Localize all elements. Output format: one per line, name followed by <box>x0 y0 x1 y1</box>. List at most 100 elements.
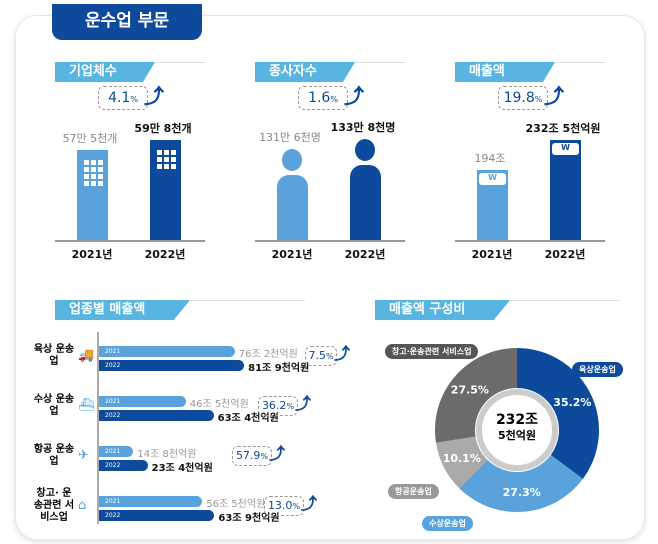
building-icon <box>84 160 103 186</box>
divider <box>555 62 605 63</box>
bar-value-label: 14조 8천억원 <box>137 449 197 460</box>
bar-value-label: 232조 5천억원 <box>525 122 601 135</box>
year-label: 2021년 <box>271 248 313 261</box>
bar-value-label: 131만 6천명 <box>259 131 321 144</box>
won-icon: W <box>479 173 506 185</box>
change-badge: 36.2% <box>258 396 298 416</box>
section-header-by-industry: 업종별 매출액 <box>55 300 190 320</box>
year-label: 2021년 <box>71 248 113 261</box>
bar-value-label: 63조 9천억원 <box>218 513 280 524</box>
baseline <box>55 240 205 242</box>
bar-2021: 2021 <box>99 446 134 457</box>
bar-value-label: 133만 8천명 <box>330 121 396 134</box>
bar-value-label: 23조 4천억원 <box>151 463 213 474</box>
bar-2022: 2022 <box>99 510 215 521</box>
change-unit: % <box>260 452 269 461</box>
divider <box>190 300 305 301</box>
donut-slice <box>435 348 517 443</box>
donut-slice <box>517 348 599 479</box>
change-badge: 19.8% <box>498 86 548 110</box>
category-label: 창고· 운송관련 서비스업 <box>33 488 75 523</box>
bar-2021년 <box>77 150 108 240</box>
donut-chart: 35.2% 27.3% 10.1% 27.5% <box>435 348 599 512</box>
change-unit: % <box>286 402 295 411</box>
bar-2022년 <box>350 165 381 240</box>
change-unit: % <box>130 95 138 104</box>
truck-icon: 🚚 <box>78 348 95 363</box>
bar-2021: 2021 <box>99 496 203 507</box>
up-arrow-icon: ⤴ <box>544 84 564 108</box>
bar-2021: 2021 <box>99 346 235 357</box>
up-arrow-icon: ⤴ <box>344 84 364 108</box>
page-title: 운수업 부문 <box>52 4 202 40</box>
person-icon <box>355 139 375 161</box>
up-arrow-icon: ⤴ <box>295 394 312 413</box>
divider <box>155 62 205 63</box>
slice-label: 27.3% <box>503 486 541 499</box>
bar-value-label: 59만 8천개 <box>134 122 192 135</box>
up-arrow-icon: ⤴ <box>269 444 286 463</box>
up-arrow-icon: ⤴ <box>301 494 318 513</box>
callout-air: 항공운송업 <box>388 484 439 499</box>
change-value: 36.2 <box>261 399 287 412</box>
slice-label: 10.1% <box>443 452 481 465</box>
warehouse-icon: ⌂ <box>78 498 87 513</box>
section-header-1: 종사자수 <box>255 62 355 82</box>
donut-center-value: 232조 <box>495 412 539 428</box>
year-label: 2021년 <box>471 248 513 261</box>
bar-value-label: 63조 4천억원 <box>217 413 279 424</box>
donut-center-label: 232조 5천억원 <box>480 412 554 444</box>
won-icon: W <box>552 143 579 155</box>
category-label: 수상 운송업 <box>33 394 75 417</box>
bar-2021년 <box>277 175 308 240</box>
slice-label: 27.5% <box>451 384 489 397</box>
change-value: 4.1 <box>108 90 131 106</box>
airplane-icon: ✈ <box>78 448 89 463</box>
change-badge: 57.9% <box>232 446 272 466</box>
category-label: 육상 운송업 <box>33 344 75 367</box>
bar-2022: 2022 <box>99 460 148 471</box>
callout-water: 수상운송업 <box>422 516 473 531</box>
year-label: 2022년 <box>544 248 586 261</box>
axis-line <box>97 332 99 524</box>
panel-card <box>15 15 645 540</box>
change-unit: % <box>292 502 301 511</box>
donut-slice <box>435 436 488 489</box>
change-value: 13.0 <box>267 499 293 512</box>
donut-hole <box>476 389 558 471</box>
section-header-0: 기업체수 <box>55 62 155 82</box>
bar-value-label: 81조 9천억원 <box>248 363 310 374</box>
year-label: 2022년 <box>144 248 186 261</box>
bar-value-label: 76조 2천억원 <box>238 349 298 360</box>
bar-value-label: 46조 5천억원 <box>189 399 249 410</box>
person-icon <box>282 149 302 171</box>
up-arrow-icon: ⤴ <box>144 84 164 108</box>
change-value: 57.9 <box>235 449 261 462</box>
slice-label: 35.2% <box>553 396 591 409</box>
divider <box>355 62 405 63</box>
callout-land: 육상운송업 <box>572 362 623 377</box>
change-badge: 7.5% <box>305 346 337 366</box>
callout-warehouse: 창고·운송관련 서비스업 <box>385 344 479 359</box>
donut-slice <box>459 455 583 512</box>
bar-2022년 <box>550 140 581 240</box>
change-badge: 4.1% <box>98 86 148 110</box>
section-header-2: 매출액 <box>455 62 555 82</box>
change-value: 7.5 <box>308 349 326 362</box>
bar-2022년 <box>150 140 181 240</box>
baseline <box>455 240 605 242</box>
category-label: 항공 운송업 <box>33 444 75 467</box>
year-label: 2022년 <box>344 248 386 261</box>
up-arrow-icon: ⤴ <box>334 344 351 363</box>
bar-value-label: 194조 <box>474 152 506 165</box>
building-icon <box>157 150 176 169</box>
change-value: 1.6 <box>308 90 331 106</box>
divider <box>510 300 620 301</box>
bar-2021: 2021 <box>99 396 186 407</box>
bar-value-label: 57만 5천개 <box>62 132 118 145</box>
change-value: 19.8 <box>503 90 535 106</box>
section-header-composition: 매출액 구성비 <box>375 300 510 320</box>
bar-value-label: 56조 5천억원 <box>206 499 266 510</box>
change-unit: % <box>325 352 334 361</box>
donut-center-sub: 5천억원 <box>497 429 536 442</box>
